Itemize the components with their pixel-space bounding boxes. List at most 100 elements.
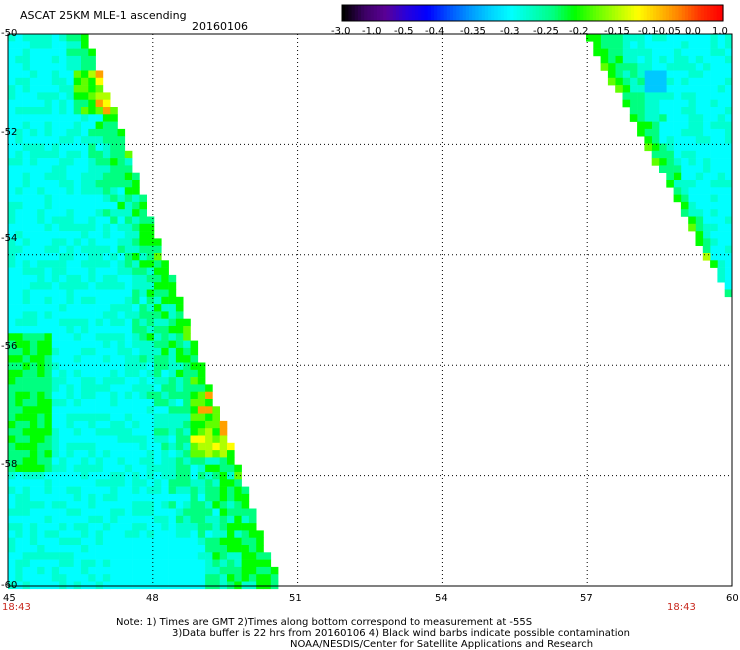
- swath-cell: [695, 107, 704, 115]
- swath-cell: [102, 501, 111, 509]
- swath-cell: [81, 493, 89, 502]
- swath-cell: [15, 559, 23, 568]
- swath-cell: [168, 530, 177, 538]
- swath-cell: [8, 282, 16, 290]
- swath-cell: [154, 420, 162, 429]
- swath-cell: [248, 523, 257, 531]
- swath-cell: [73, 326, 82, 334]
- swath-cell: [680, 99, 689, 108]
- swath-cell: [688, 34, 696, 42]
- swath-cell: [29, 48, 38, 57]
- swath-cell: [102, 530, 111, 538]
- swath-cell: [666, 143, 674, 152]
- swath-cell: [139, 253, 147, 261]
- swath-cell: [688, 121, 696, 130]
- swath-cell: [139, 428, 147, 436]
- swath-cell: [22, 362, 31, 371]
- swath-cell: [102, 99, 111, 108]
- swath-cell: [695, 150, 704, 159]
- colorbar-segment: [583, 5, 588, 21]
- swath-cell: [219, 515, 228, 524]
- swath-cell: [124, 355, 133, 363]
- swath-cell: [117, 282, 126, 290]
- swath-cell: [651, 150, 660, 159]
- swath-cell: [51, 253, 60, 261]
- swath-cell: [102, 114, 111, 122]
- swath-cell: [146, 391, 155, 400]
- swath-cell: [168, 326, 177, 334]
- swath-cell: [81, 464, 89, 473]
- swath-cell: [88, 545, 96, 553]
- swath-cell: [175, 530, 184, 538]
- swath-cell: [66, 340, 74, 349]
- swath-cell: [59, 158, 67, 166]
- swath-cell: [59, 377, 67, 385]
- colorbar-segment: [640, 5, 645, 21]
- swath-cell: [59, 326, 67, 334]
- swath-cell: [95, 223, 104, 232]
- swath-cell: [139, 552, 147, 560]
- swath-cell: [117, 355, 126, 363]
- swath-cell: [168, 457, 177, 465]
- swath-cell: [197, 369, 206, 378]
- swath-cell: [132, 435, 140, 444]
- swath-cell: [666, 70, 674, 79]
- swath-cell: [66, 384, 74, 392]
- swath-cell: [688, 55, 696, 64]
- swath-cell: [15, 508, 23, 517]
- swath-cell: [15, 369, 23, 378]
- swath-cell: [197, 537, 206, 546]
- swath-cell: [154, 457, 162, 465]
- swath-cell: [59, 172, 67, 181]
- swath-cell: [29, 158, 38, 166]
- swath-cell: [37, 296, 45, 305]
- swath-cell: [95, 209, 104, 217]
- swath-cell: [73, 493, 82, 502]
- swath-cell: [102, 333, 111, 341]
- swath-cell: [81, 121, 89, 130]
- swath-cell: [102, 158, 111, 166]
- swath-cell: [29, 85, 38, 93]
- swath-cell: [124, 391, 133, 400]
- swath-cell: [241, 581, 250, 590]
- swath-cell: [659, 143, 667, 152]
- swath-cell: [175, 464, 184, 473]
- swath-cell: [8, 274, 16, 283]
- swath-cell: [44, 245, 53, 254]
- swath-cell: [95, 442, 104, 451]
- swath-cell: [66, 559, 74, 568]
- swath-cell: [59, 304, 67, 312]
- swath-cell: [124, 369, 133, 378]
- swath-cell: [22, 267, 31, 276]
- swath-cell: [102, 450, 111, 458]
- swath-cell: [219, 486, 228, 495]
- swath-cell: [73, 216, 82, 225]
- swath-cell: [102, 552, 111, 560]
- swath-cell: [629, 92, 638, 100]
- swath-cell: [219, 472, 228, 480]
- swath-cell: [51, 530, 60, 538]
- swath-cell: [110, 457, 118, 465]
- swath-cell: [154, 355, 162, 363]
- swath-cell: [248, 574, 257, 582]
- swath-cell: [175, 318, 184, 327]
- swath-cell: [59, 187, 67, 195]
- swath-cell: [15, 428, 23, 436]
- swath-cell: [615, 85, 623, 93]
- swath-cell: [227, 450, 235, 458]
- swath-cell: [15, 435, 23, 444]
- swath-cell: [29, 260, 38, 268]
- swath-cell: [59, 311, 67, 319]
- swath-cell: [168, 282, 177, 290]
- swath-cell: [161, 493, 169, 502]
- swath-cell: [22, 464, 31, 473]
- swath-cell: [680, 121, 689, 130]
- swath-cell: [22, 201, 31, 210]
- swath-cell: [66, 92, 74, 100]
- swath-cell: [66, 450, 74, 458]
- swath-cell: [66, 274, 74, 283]
- swath-cell: [73, 267, 82, 276]
- swath-cell: [666, 121, 674, 130]
- swath-cell: [212, 523, 220, 531]
- swath-cell: [197, 501, 206, 509]
